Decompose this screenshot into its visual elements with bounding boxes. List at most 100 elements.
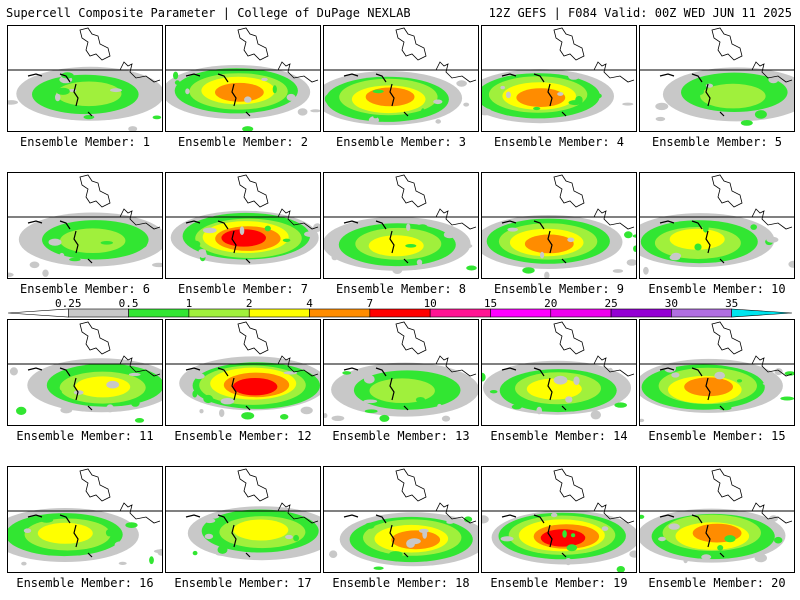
scp-contour xyxy=(8,272,14,277)
scp-contour xyxy=(368,235,424,257)
scp-contour xyxy=(551,512,558,518)
lakes-outline xyxy=(435,61,477,83)
scp-map xyxy=(8,174,162,277)
scp-contour xyxy=(139,239,148,248)
colorbar-graphic: 0.25 0.5 1 2 4 7 10 15 20 25 30 35 xyxy=(8,298,792,318)
scp-contour xyxy=(106,404,114,413)
scp-contour xyxy=(364,409,378,413)
ensemble-member-label: Ensemble Member: 5 xyxy=(651,135,783,149)
river-outline xyxy=(343,220,409,264)
scp-contour xyxy=(185,88,190,95)
colorbar-swatch xyxy=(188,308,250,318)
scp-contour xyxy=(703,77,716,84)
colorbar-tick-label: 1 xyxy=(186,298,193,310)
scp-contour xyxy=(701,554,712,560)
scp-contour xyxy=(573,376,580,385)
ensemble-panel xyxy=(481,319,637,426)
river-outline xyxy=(501,367,567,411)
scp-contour xyxy=(507,227,518,232)
scp-contour xyxy=(204,533,214,540)
scp-contour xyxy=(594,93,602,99)
colorbar: 0.25 0.5 1 2 4 7 10 15 20 25 30 35 xyxy=(8,298,792,320)
lakes-outline xyxy=(593,61,635,83)
colorbar-tick-label: 15 xyxy=(484,298,497,310)
lakes-outline xyxy=(119,502,161,524)
lakes-outline xyxy=(435,355,477,377)
ensemble-member-label: Ensemble Member: 17 xyxy=(174,576,312,590)
colorbar-swatch xyxy=(490,308,552,318)
scp-contour xyxy=(52,388,62,396)
ensemble-panel xyxy=(323,466,479,573)
scp-contour xyxy=(437,403,442,409)
river-outline xyxy=(185,367,251,411)
coastline-outline xyxy=(711,174,743,208)
scp-contour xyxy=(482,108,492,116)
scp-contour xyxy=(217,545,228,554)
scp-contour xyxy=(500,536,514,542)
scp-contour xyxy=(363,374,375,384)
scp-contour xyxy=(433,99,443,105)
scp-contour xyxy=(463,102,470,107)
scp-contour xyxy=(533,106,541,111)
lakes-outline xyxy=(751,502,793,524)
scp-contour xyxy=(42,269,49,277)
colorbar-tick-label: 4 xyxy=(306,298,313,310)
colorbar-tick-label: 0.5 xyxy=(119,298,139,310)
scp-contour xyxy=(331,254,338,261)
scp-contour xyxy=(364,522,375,529)
scp-contour xyxy=(128,126,138,131)
coastline-outline xyxy=(553,27,585,61)
coastline-outline xyxy=(395,27,427,61)
ensemble-panel xyxy=(7,319,163,426)
scp-contour xyxy=(736,379,743,383)
scp-contour xyxy=(643,266,649,275)
scp-contour xyxy=(272,85,277,94)
page-title: Supercell Composite Parameter | College … xyxy=(6,6,411,20)
scp-contour xyxy=(37,522,93,544)
scp-contour xyxy=(524,234,574,254)
river-outline xyxy=(27,514,93,558)
scp-contour xyxy=(522,267,535,274)
scp-contour xyxy=(342,371,352,375)
river-outline xyxy=(659,367,725,411)
scp-contour xyxy=(724,535,736,543)
lakes-outline xyxy=(751,61,793,83)
scp-contour xyxy=(192,390,198,398)
scp-contour xyxy=(718,405,732,411)
scp-contour xyxy=(152,115,162,120)
scp-contour xyxy=(568,72,580,80)
scp-contour xyxy=(788,260,794,268)
scp-contour xyxy=(372,89,384,94)
scp-contour xyxy=(608,367,614,377)
scp-contour xyxy=(418,528,429,533)
ensemble-panel xyxy=(639,172,795,279)
coastline-outline xyxy=(237,27,269,61)
ensemble-panel xyxy=(165,319,321,426)
ensemble-panel xyxy=(165,25,321,132)
scp-contour xyxy=(567,237,575,243)
coastline-outline xyxy=(711,468,743,502)
lakes-outline xyxy=(277,355,319,377)
lakes-outline xyxy=(751,355,793,377)
scp-contour xyxy=(83,115,95,120)
ensemble-panel xyxy=(481,25,637,132)
ensemble-member-label: Ensemble Member: 18 xyxy=(332,576,470,590)
ensemble-member-label: Ensemble Member: 14 xyxy=(490,429,628,443)
ensemble-member-label: Ensemble Member: 7 xyxy=(177,282,309,296)
scp-contour xyxy=(683,557,688,564)
coastline-outline xyxy=(79,321,111,355)
scp-contour xyxy=(655,102,669,111)
scp-contour xyxy=(69,257,81,262)
lakes-outline xyxy=(435,208,477,230)
scp-contour xyxy=(566,544,578,552)
scp-contour xyxy=(562,530,567,538)
scp-map xyxy=(482,468,636,572)
scp-contour xyxy=(233,519,289,541)
scp-contour xyxy=(741,116,750,121)
colorbar-tick-label: 10 xyxy=(424,298,437,310)
coastline-outline xyxy=(237,174,269,208)
scp-contour xyxy=(406,223,411,231)
scp-contour xyxy=(215,82,264,102)
scp-contour xyxy=(769,515,779,522)
scp-contour xyxy=(56,81,122,107)
